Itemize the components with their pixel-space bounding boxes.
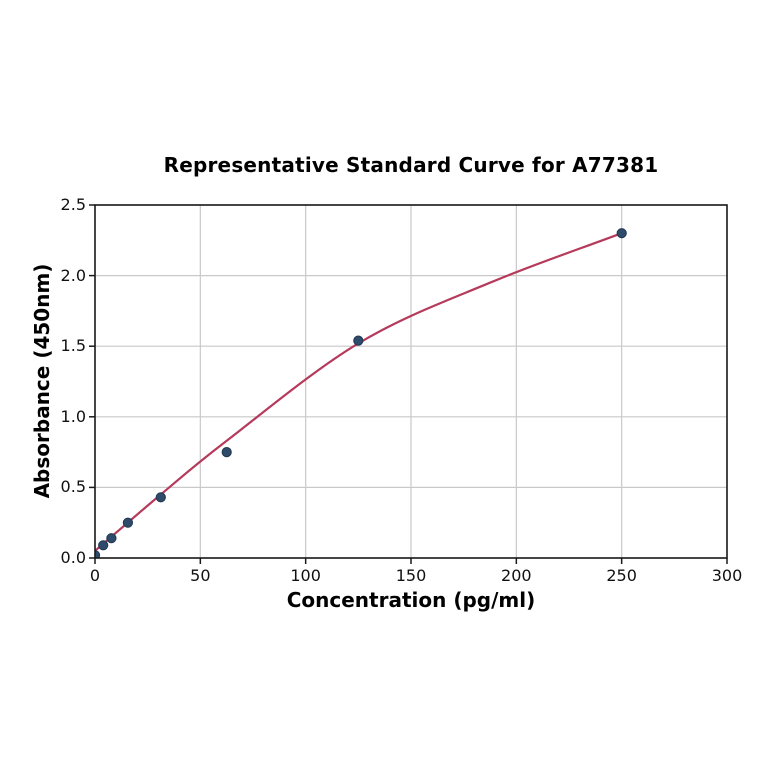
y-tick-label: 1.5 bbox=[60, 336, 86, 356]
y-tick-label: 0.5 bbox=[60, 477, 86, 497]
tick-marks bbox=[89, 204, 728, 564]
data-point bbox=[106, 533, 117, 544]
chart-title: Representative Standard Curve for A77381 bbox=[163, 153, 659, 177]
x-axis-label: Concentration (pg/ml) bbox=[286, 588, 536, 612]
y-tick-label: 0.0 bbox=[60, 548, 86, 567]
data-point bbox=[353, 335, 364, 346]
x-tick-label: 100 bbox=[290, 566, 321, 585]
data-point bbox=[98, 540, 109, 551]
data-point bbox=[155, 492, 166, 503]
y-tick-label: 2.5 bbox=[60, 195, 86, 214]
y-tick-label: 2.0 bbox=[60, 265, 86, 285]
x-tick-label: 0 bbox=[89, 566, 101, 585]
x-tick-label: 300 bbox=[711, 566, 743, 585]
plot-border bbox=[94, 204, 728, 559]
x-tick-label: 200 bbox=[501, 566, 532, 585]
data-point bbox=[122, 517, 134, 528]
data-point bbox=[616, 228, 627, 239]
gridlines bbox=[94, 204, 728, 559]
fit-curve bbox=[95, 232, 623, 552]
data-point bbox=[221, 447, 232, 458]
x-tick-label: 50 bbox=[190, 566, 211, 585]
data-points bbox=[95, 228, 627, 558]
x-tick-label: 150 bbox=[395, 566, 427, 585]
x-tick-label: 250 bbox=[606, 566, 637, 585]
y-tick-label: 1.0 bbox=[60, 406, 86, 426]
